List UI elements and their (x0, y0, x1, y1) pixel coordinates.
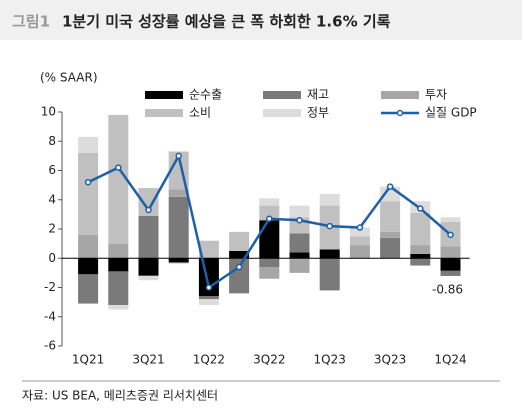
line-marker (84, 178, 92, 186)
bar-segment (380, 237, 401, 259)
bar-segment (349, 227, 370, 237)
y-tick-label: 0 (48, 251, 56, 265)
line-marker (115, 164, 122, 171)
bar-segment (108, 271, 129, 306)
bar-segment (259, 198, 280, 206)
line-marker (145, 206, 152, 214)
bar-segment (259, 258, 280, 268)
legend-label: 실질 GDP (425, 106, 477, 120)
line-marker (326, 222, 333, 230)
bar-segment (78, 136, 99, 153)
bar-segment (138, 188, 159, 216)
y-tick-label: 6 (48, 163, 56, 177)
bar-segment (108, 258, 129, 272)
annotation: -0.86 (432, 283, 463, 297)
bar-segment (229, 250, 250, 259)
bar-segment (349, 236, 370, 246)
bar-segment (440, 217, 461, 222)
x-tick-label: 1Q23 (314, 353, 346, 367)
bar-segment (440, 258, 461, 271)
bar-segment (380, 231, 401, 238)
bar-segment (289, 258, 310, 273)
legend-swatch (381, 91, 419, 99)
bar-segment (138, 275, 159, 281)
bar-segment (440, 246, 461, 259)
legend-swatch (263, 109, 301, 117)
bar-segment (410, 253, 431, 259)
bar-segment (168, 189, 189, 197)
bar-segment (259, 267, 280, 279)
bar-segment (168, 258, 189, 263)
y-tick-label: 10 (41, 105, 56, 119)
bar-segment (198, 240, 219, 259)
bar-segment (138, 258, 159, 276)
bar-segment (229, 231, 250, 251)
bar-segment (410, 258, 431, 266)
bar-segment (78, 152, 99, 235)
legend-swatch (145, 91, 183, 99)
y-tick-label: 4 (48, 192, 56, 206)
figure-label: 그림1 (12, 13, 50, 31)
bar-segment (289, 205, 310, 218)
bar-segment (229, 258, 250, 294)
source: 자료: US BEA, 메리츠증권 리서치센터 (22, 389, 218, 403)
x-tick-label: 1Q22 (193, 353, 225, 367)
y-tick-label: 2 (48, 222, 56, 236)
legend-label: 소비 (189, 106, 211, 120)
bar-segment (319, 249, 340, 259)
legend-swatch (396, 109, 404, 117)
bar-segment (289, 252, 310, 259)
bar-segment (380, 201, 401, 232)
line-marker (296, 216, 303, 224)
bar-segment (319, 258, 340, 291)
line-marker (175, 152, 182, 160)
bar-segment (168, 262, 189, 265)
legend-label: 순수출 (189, 88, 222, 102)
y-axis-label: (% SAAR) (40, 71, 98, 85)
x-tick-label: 3Q23 (374, 353, 406, 367)
bar-segment (198, 299, 219, 306)
bar-segment (168, 196, 189, 259)
header-band (0, 0, 522, 40)
bar-segment (440, 270, 461, 276)
y-tick-label: 8 (48, 134, 56, 148)
bar-segment (259, 205, 280, 221)
bar-segment (108, 243, 129, 259)
line-marker (386, 183, 394, 190)
bar-segment (78, 274, 99, 304)
bar-segment (410, 245, 431, 254)
line-marker (235, 263, 243, 271)
bar-segment (319, 193, 340, 206)
y-tick-label: -2 (44, 280, 56, 294)
chart-title: 1분기 미국 성장률 예상을 큰 폭 하회한 1.6% 기록 (62, 13, 391, 31)
bar-segment (198, 296, 219, 300)
x-tick-label: 1Q21 (72, 353, 104, 367)
line-marker (447, 231, 454, 239)
bar-segment (108, 114, 129, 244)
y-tick-label: -4 (44, 309, 56, 323)
line-marker (266, 215, 273, 223)
bar-segment (349, 245, 370, 259)
legend-label: 정부 (307, 106, 329, 120)
x-tick-label: 1Q24 (434, 353, 466, 367)
bar-segment (289, 233, 310, 253)
x-tick-label: 3Q21 (132, 353, 164, 367)
line-marker (356, 224, 364, 231)
bar-segment (410, 212, 431, 246)
y-tick-label: -6 (44, 339, 56, 353)
bar-segment (78, 258, 99, 275)
legend-label: 재고 (307, 88, 329, 102)
legend-swatch (145, 109, 183, 117)
bar-segment (259, 220, 280, 259)
line-marker (417, 205, 424, 212)
bar-segment (78, 234, 99, 259)
bar-segment (108, 305, 129, 310)
bar-segment (138, 215, 159, 259)
line-marker (205, 284, 213, 291)
legend-label: 투자 (425, 88, 447, 102)
legend-swatch (263, 91, 301, 99)
x-tick-label: 3Q22 (253, 353, 285, 367)
